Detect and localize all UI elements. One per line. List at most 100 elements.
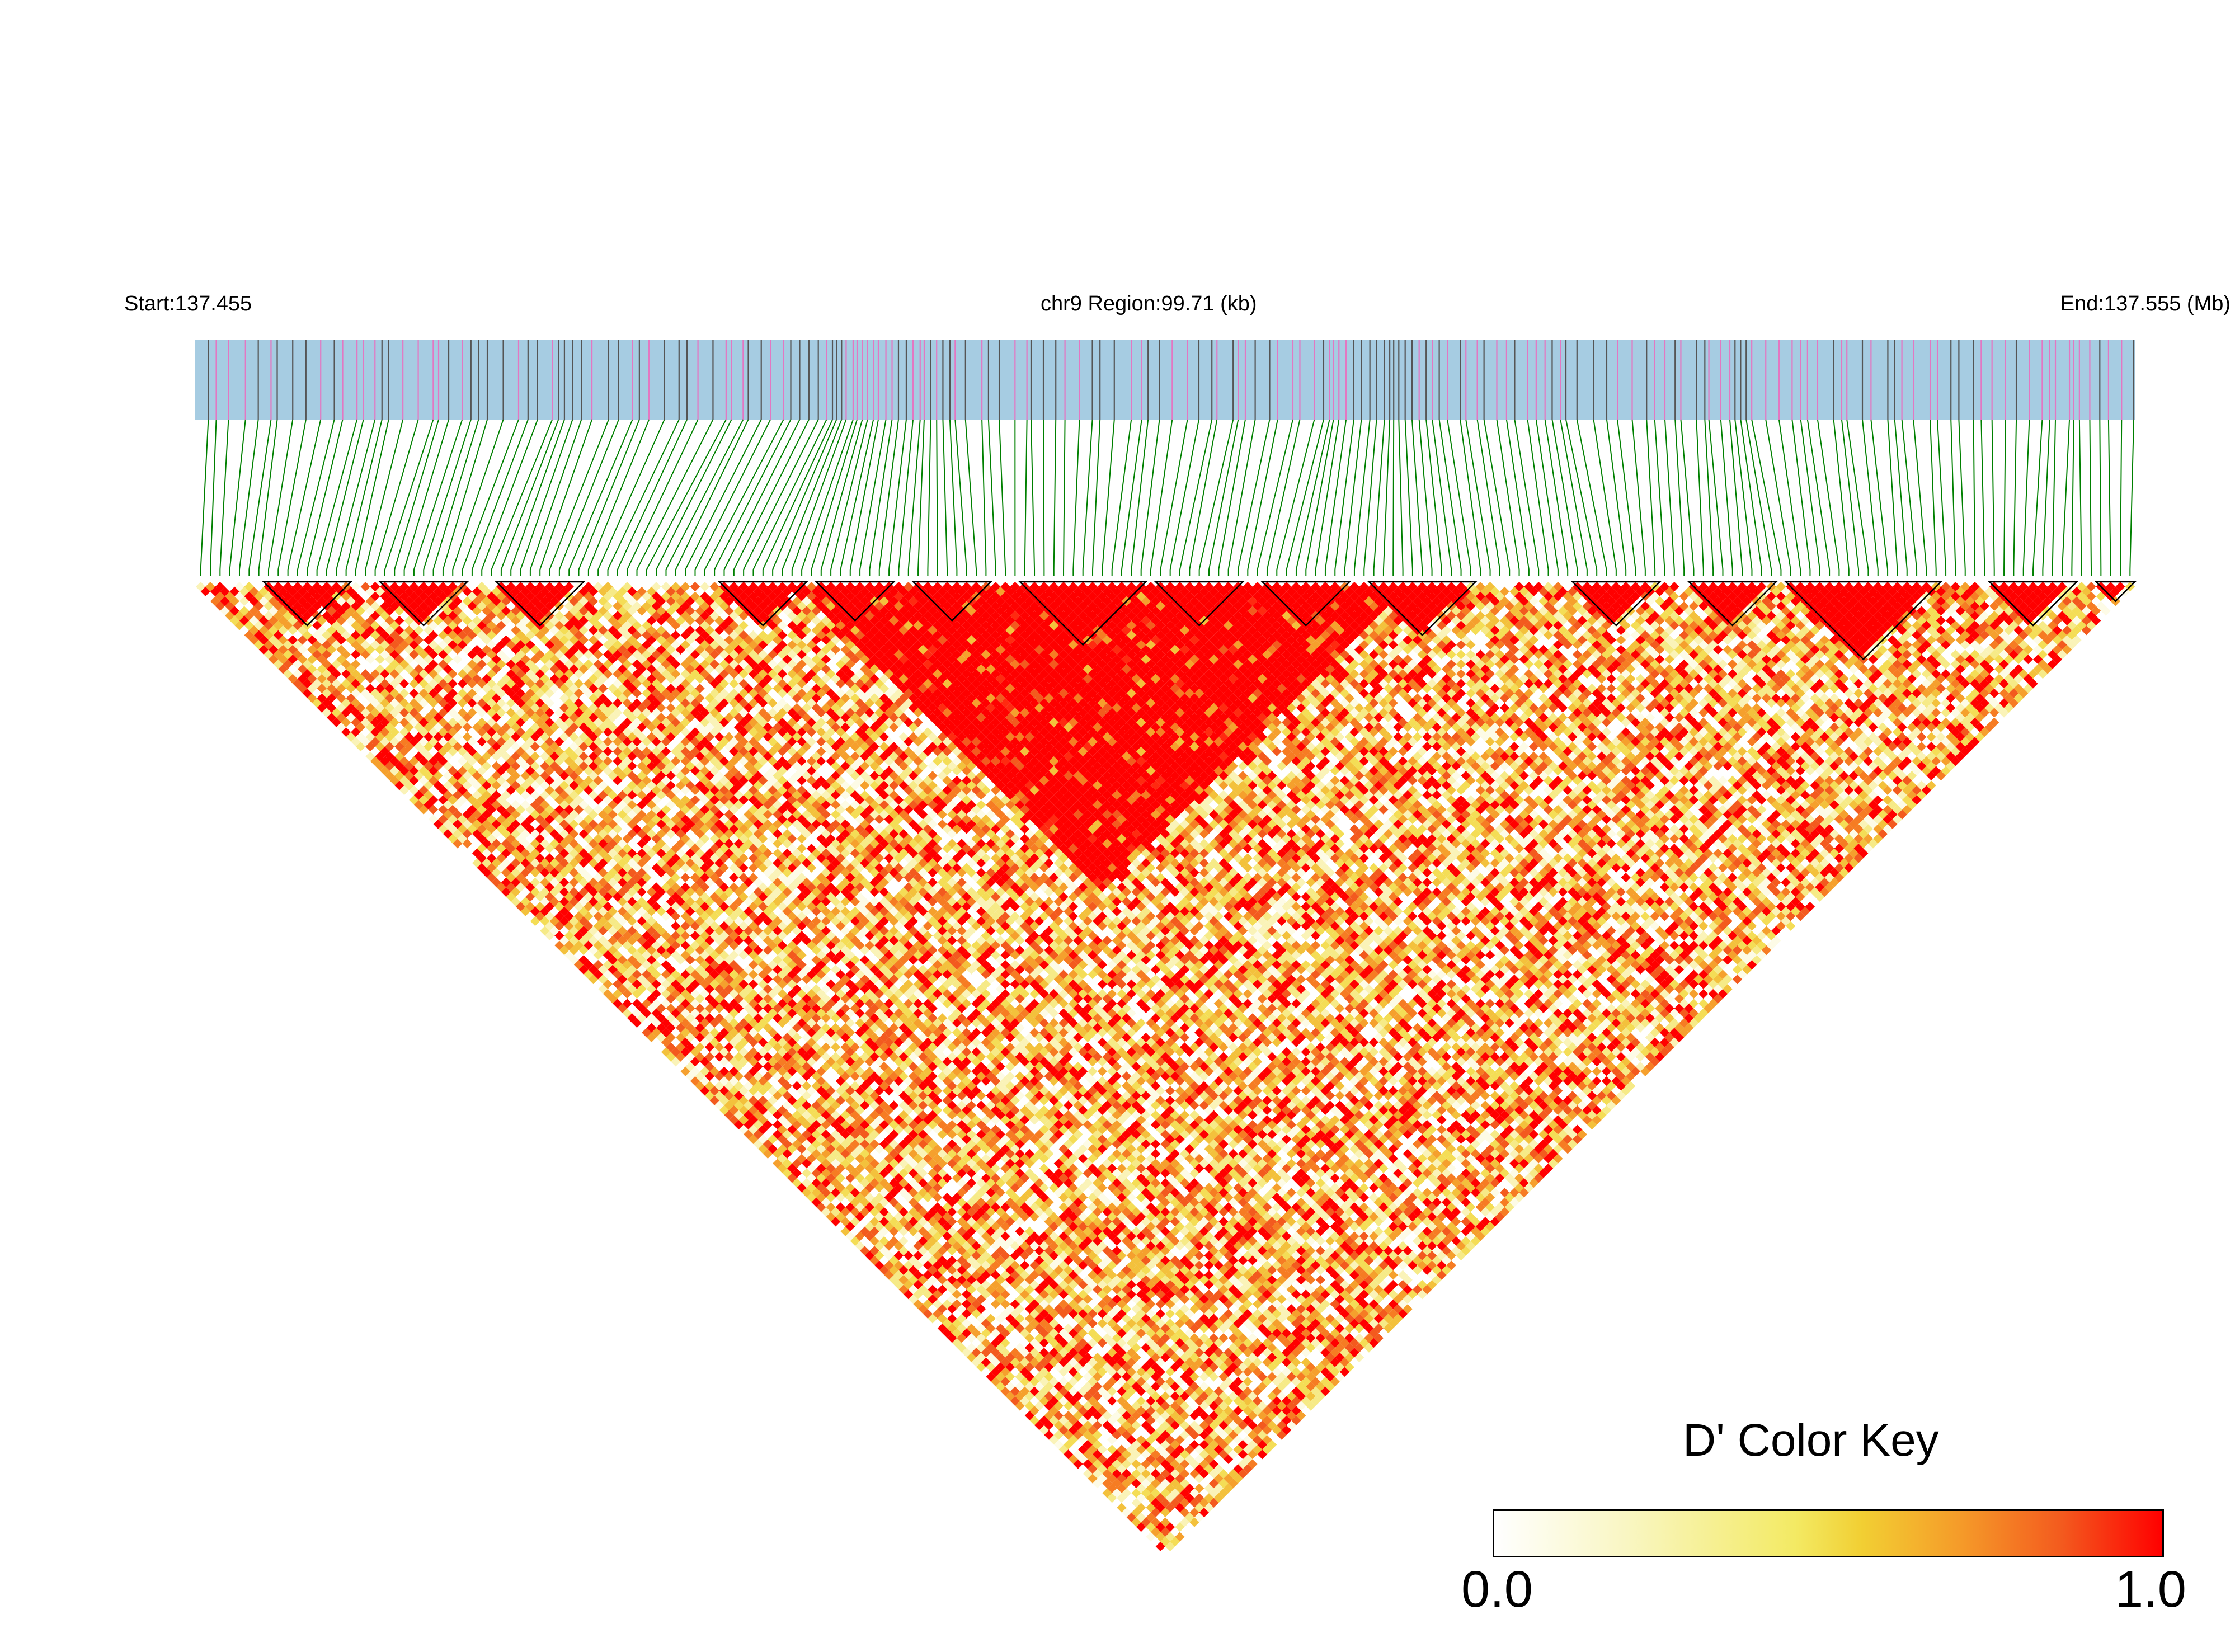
ld-cell <box>297 683 308 694</box>
marker-connector <box>1894 419 1908 576</box>
marker-connector <box>1576 419 1607 576</box>
marker-connector <box>1708 419 1724 576</box>
marker-connector <box>2042 419 2050 576</box>
marker-connector <box>1465 419 1491 576</box>
marker-connector <box>365 419 404 576</box>
marker-connector <box>1817 419 1840 576</box>
marker-connector <box>2099 419 2102 576</box>
marker-connector <box>1392 419 1395 576</box>
marker-connector <box>704 419 784 576</box>
marker-connector <box>307 419 344 576</box>
marker-connector <box>2120 419 2123 576</box>
marker-connector <box>1082 419 1093 576</box>
marker-connector <box>869 419 893 576</box>
marker-connector <box>907 419 921 576</box>
ld-cell <box>205 591 215 601</box>
marker-connector <box>694 419 771 576</box>
marker-connector <box>2003 419 2006 576</box>
marker-connector <box>1734 419 1753 576</box>
marker-connector <box>539 419 593 576</box>
marker-position-track <box>195 340 2135 420</box>
marker-connector <box>1913 419 1927 576</box>
marker-connector <box>878 419 899 576</box>
marker-connector <box>1179 419 1213 576</box>
marker-connector <box>981 419 987 576</box>
marker-ticks <box>208 340 2135 420</box>
marker-connector <box>1483 419 1511 576</box>
marker-connector <box>1198 419 1234 576</box>
marker-connector <box>888 419 907 576</box>
marker-connector <box>1833 419 1850 576</box>
marker-connector <box>1286 419 1324 576</box>
marker-connector <box>336 419 376 576</box>
ld-cell <box>253 639 264 650</box>
marker-connector <box>510 419 565 576</box>
marker-connector <box>1257 419 1293 576</box>
marker-connector <box>917 419 925 576</box>
marker-connector <box>942 419 948 576</box>
marker-connector <box>617 419 688 576</box>
marker-connector <box>999 419 1006 576</box>
marker-connector <box>1674 419 1685 576</box>
marker-connector <box>1247 419 1278 576</box>
marker-connector <box>898 419 914 576</box>
marker-connector <box>1720 419 1733 576</box>
marker-connector <box>840 419 874 576</box>
marker-connector <box>723 419 801 576</box>
marker-connector <box>949 419 958 576</box>
marker-connector <box>1208 419 1239 576</box>
marker-connector <box>432 419 479 576</box>
marker-connector <box>752 419 827 576</box>
marker-connector <box>452 419 504 576</box>
marker-connector <box>1072 419 1080 576</box>
marker-connector <box>675 419 749 576</box>
marker-connector <box>2089 419 2092 576</box>
marker-connector <box>1092 419 1101 576</box>
marker-connector <box>859 419 887 576</box>
marker-connector <box>743 419 819 576</box>
marker-connector <box>500 419 559 576</box>
marker-connector <box>685 419 762 576</box>
marker-connector <box>423 419 472 576</box>
marker-connector <box>849 419 879 576</box>
marker-connector <box>1617 419 1636 576</box>
marker-connector <box>568 419 633 576</box>
marker-connector <box>964 419 977 576</box>
ld-cell <box>307 693 317 703</box>
marker-connector <box>1063 419 1066 576</box>
marker-connector <box>1862 419 1879 576</box>
region-start-label: Start:137.455 <box>124 293 252 314</box>
marker-connector <box>1740 419 1762 576</box>
marker-connector <box>1887 419 1898 576</box>
marker-connector <box>1496 419 1520 576</box>
ld-cell <box>196 582 206 592</box>
marker-connector <box>1398 419 1404 576</box>
marker-connector <box>646 419 727 576</box>
marker-connector <box>1930 419 1937 576</box>
marker-connector <box>1505 419 1530 576</box>
marker-connector <box>1237 419 1271 576</box>
region-size-label: chr9 Region:99.71 (kb) <box>1041 293 1257 314</box>
ld-cell <box>210 596 220 606</box>
marker-connector <box>1664 419 1675 576</box>
ld-cell <box>273 659 283 669</box>
marker-connector <box>607 419 680 576</box>
marker-connector <box>267 419 294 576</box>
marker-connector <box>1593 419 1617 576</box>
marker-connector <box>1218 419 1246 576</box>
marker-connector <box>1315 419 1340 576</box>
marker-connector <box>656 419 732 576</box>
marker-connector <box>248 419 272 576</box>
marker-connector <box>782 419 843 576</box>
marker-connector <box>442 419 488 576</box>
marker-connector <box>772 419 837 576</box>
marker-connector <box>1937 419 1947 576</box>
marker-connector <box>1696 419 1704 576</box>
marker-connector-lines <box>200 419 2134 576</box>
ld-cell <box>258 644 269 655</box>
marker-connector <box>1024 419 1028 576</box>
ld-cell <box>239 625 250 636</box>
marker-connector <box>529 419 582 576</box>
marker-connector <box>1476 419 1500 576</box>
marker-connector <box>936 419 938 576</box>
